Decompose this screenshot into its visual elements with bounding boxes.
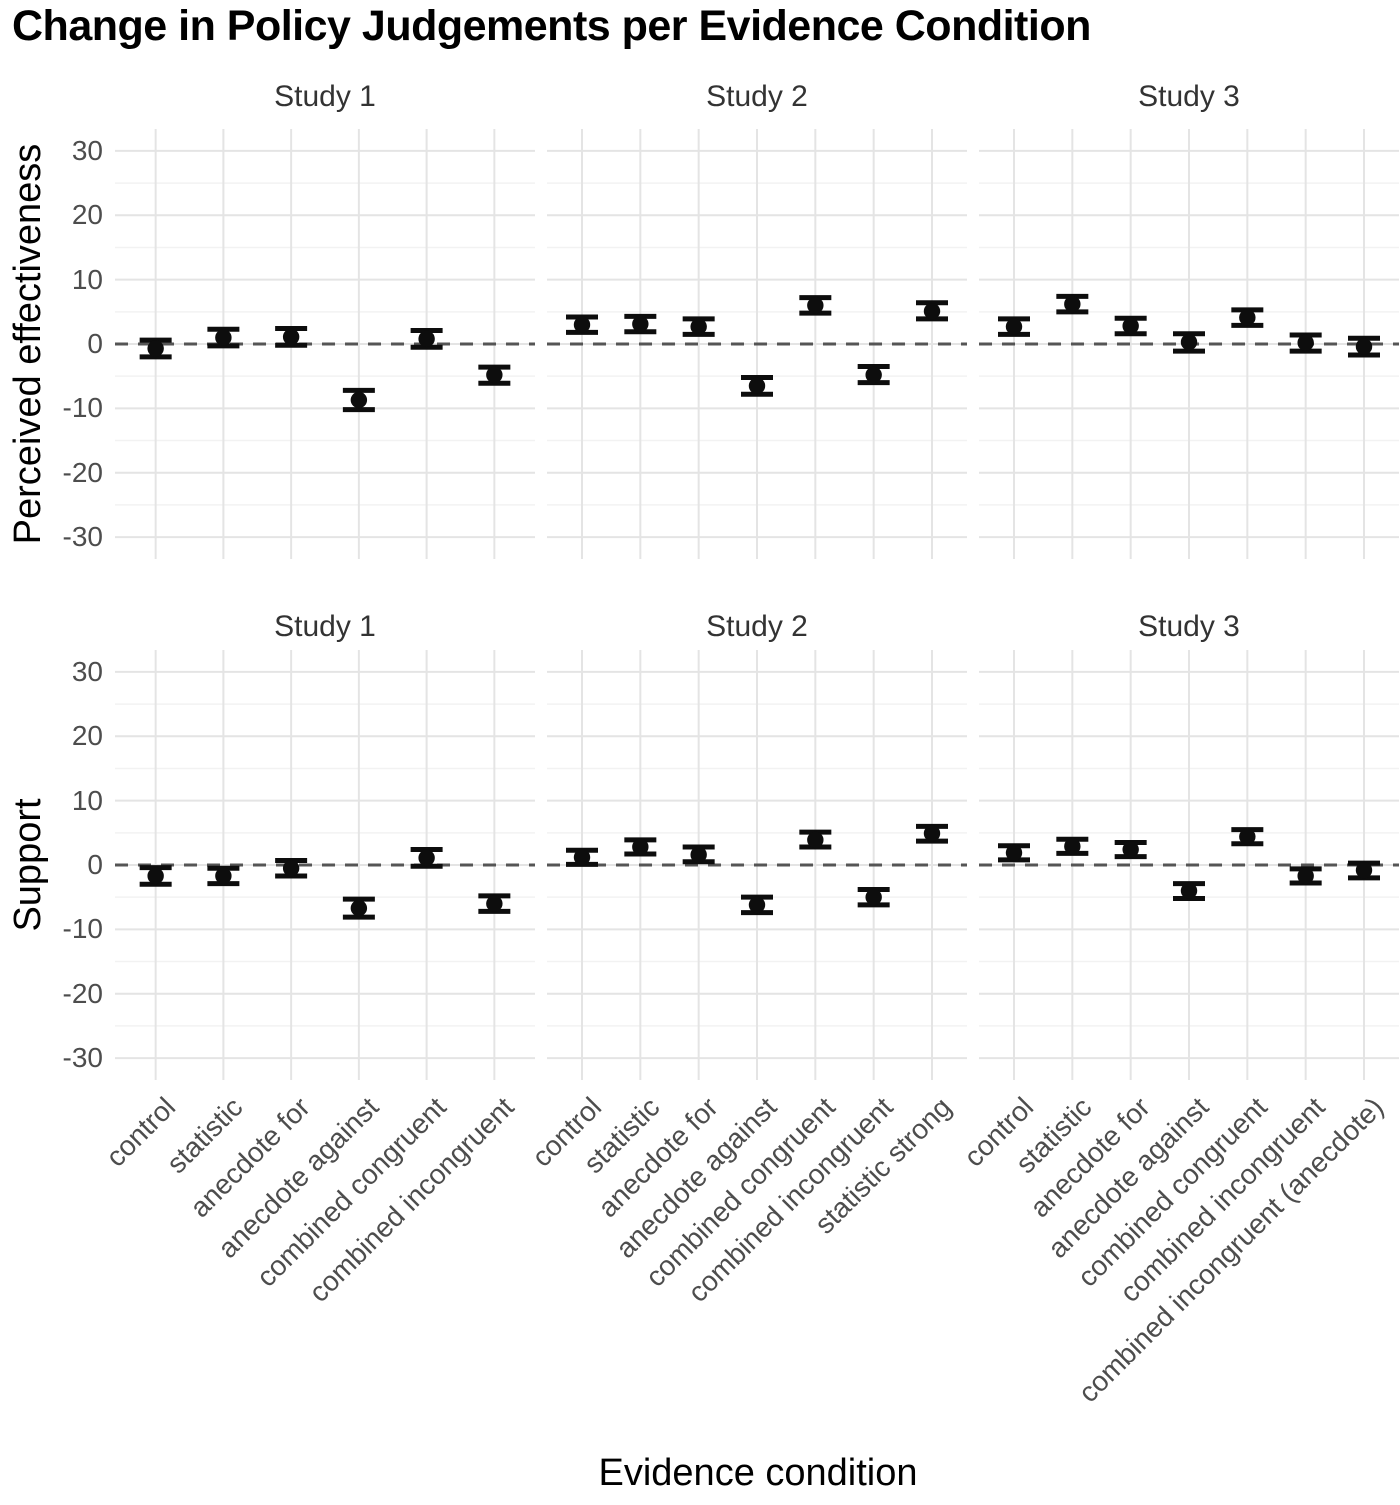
estimate-point — [865, 888, 882, 906]
y-tick-label: 20 — [71, 199, 103, 231]
estimate-point — [1005, 844, 1023, 861]
estimate-point — [1064, 838, 1081, 855]
estimate-point — [215, 329, 232, 346]
y-tick-label: 0 — [87, 328, 103, 359]
estimate-point — [807, 831, 824, 849]
estimate-point — [350, 391, 368, 409]
facet-strip-label: Study 1 — [274, 80, 376, 113]
y-tick-label: -30 — [62, 521, 103, 553]
estimate-point — [418, 330, 435, 348]
estimate-point — [690, 846, 707, 863]
y-tick-label: -20 — [62, 977, 103, 1009]
estimate-point — [147, 867, 164, 885]
estimate-point — [215, 867, 232, 885]
estimate-point — [418, 849, 435, 867]
estimate-point — [923, 825, 941, 842]
estimate-point — [748, 896, 766, 914]
facet-strip-label: Study 3 — [1138, 80, 1240, 113]
facet-strip-label: Study 3 — [1138, 610, 1240, 643]
estimate-point — [1297, 334, 1314, 351]
facet-strip-label: Study 2 — [706, 610, 808, 643]
estimate-point — [147, 340, 164, 357]
estimate-point — [1180, 333, 1198, 351]
facet-strip-label: Study 2 — [706, 80, 808, 113]
chart-title: Change in Policy Judgements per Evidence… — [12, 2, 1091, 50]
estimate-point — [690, 318, 707, 335]
estimate-point — [1064, 295, 1081, 313]
estimate-point — [807, 297, 824, 314]
estimate-point — [1122, 317, 1139, 335]
estimate-point — [923, 302, 941, 320]
estimate-point — [748, 377, 766, 395]
estimate-point — [1005, 318, 1023, 335]
estimate-point — [1297, 867, 1314, 885]
y-tick-label: 30 — [71, 655, 103, 687]
estimate-point — [1239, 828, 1256, 845]
estimate-point — [1355, 861, 1373, 879]
y-tick-label: -20 — [62, 456, 103, 488]
estimate-point — [282, 860, 300, 877]
estimate-point — [1122, 841, 1139, 858]
facet-strip-label: Study 1 — [274, 610, 376, 643]
y-tick-label: 10 — [71, 263, 103, 295]
estimate-point — [1355, 338, 1373, 355]
estimate-point — [1180, 882, 1198, 899]
y-tick-label: 10 — [71, 784, 103, 816]
estimate-point — [573, 849, 591, 866]
y-tick-label: -10 — [62, 913, 103, 945]
y-tick-label: -30 — [62, 1042, 103, 1074]
estimate-point — [282, 328, 300, 346]
estimate-point — [865, 366, 882, 384]
estimate-point — [350, 899, 368, 917]
estimate-point — [573, 316, 591, 333]
y-tick-label: 30 — [71, 134, 103, 166]
y-tick-label: 20 — [71, 720, 103, 752]
x-axis-title: Evidence condition — [598, 1452, 918, 1494]
estimate-point — [1239, 309, 1256, 326]
y-tick-label: 0 — [87, 849, 103, 880]
estimate-point — [486, 366, 503, 384]
estimate-point — [486, 895, 503, 912]
y-tick-label: -10 — [62, 392, 103, 424]
estimate-point — [632, 315, 649, 333]
estimate-point — [632, 838, 649, 856]
